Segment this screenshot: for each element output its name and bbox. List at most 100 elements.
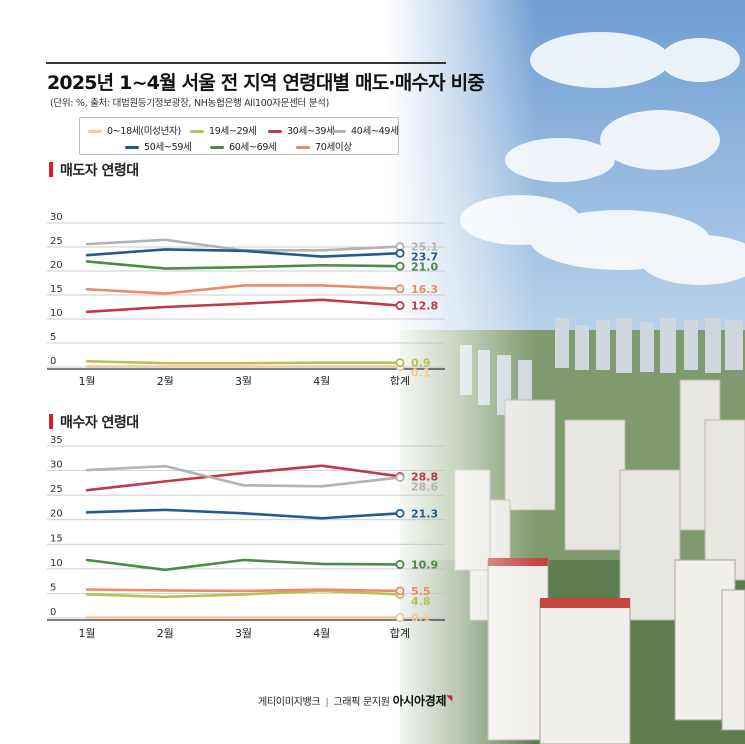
page-title: 2025년 1~4월 서울 전 지역 연령대별 매도·매수자 비중	[47, 72, 485, 94]
end-value-label: 23.7	[411, 251, 438, 264]
end-point-marker	[395, 472, 405, 482]
y-tick-label: 10	[50, 558, 63, 569]
series-line	[85, 508, 402, 520]
legend-label: 60세~69세	[229, 142, 277, 153]
y-tick-label: 0	[50, 356, 56, 367]
series-line	[85, 260, 402, 270]
end-point-marker	[395, 301, 405, 311]
legend-item: 70세이상	[296, 139, 352, 153]
end-point-marker	[395, 613, 405, 623]
end-value-label: 16.3	[411, 283, 438, 296]
end-point-marker	[395, 586, 405, 596]
end-value-label: 0.9	[411, 357, 431, 370]
end-value-label: 25.1	[411, 241, 438, 254]
x-tick-label: 4월	[313, 627, 330, 640]
end-point-marker	[395, 508, 405, 518]
brand-logo-text: 아시아경제	[392, 694, 447, 708]
series-line	[85, 284, 402, 295]
buyer-chart-title: 매수자 연령대	[49, 412, 139, 432]
x-tick-label: 2월	[157, 627, 174, 640]
end-value-label: 21.3	[411, 507, 438, 520]
series-line	[85, 588, 402, 593]
end-value-label: 5.5	[411, 585, 431, 598]
series-line	[85, 558, 402, 572]
x-tick-label: 합계	[390, 375, 410, 385]
legend-item: 0~18세(미성년자)	[88, 123, 181, 137]
y-tick-label: 5	[50, 582, 56, 593]
legend-label: 30세~39세	[287, 126, 335, 137]
y-tick-label: 35	[50, 435, 63, 446]
x-tick-label: 1월	[78, 375, 95, 385]
x-tick-label: 2월	[157, 375, 174, 385]
series-line	[85, 589, 402, 599]
end-value-label: 28.8	[411, 470, 438, 483]
legend-label: 40세~49세	[351, 126, 399, 137]
legend-item: 60세~69세	[210, 139, 277, 153]
legend-swatch	[125, 146, 139, 149]
credit-graphic: 그래픽 문지원	[333, 697, 390, 708]
x-tick-label: 4월	[313, 375, 330, 385]
legend-swatch	[210, 146, 224, 149]
legend: 0~18세(미성년자) 19세~29세 30세~39세 40세~49세 50세~…	[79, 117, 399, 155]
legend-swatch	[296, 146, 310, 149]
section-marker	[49, 162, 53, 177]
legend-swatch	[332, 130, 346, 133]
end-value-label: 10.9	[411, 558, 438, 571]
y-tick-label: 20	[50, 260, 63, 271]
x-tick-label: 합계	[390, 627, 410, 640]
series-line	[85, 238, 402, 252]
y-tick-label: 10	[50, 308, 63, 319]
series-line	[85, 248, 402, 258]
legend-swatch	[190, 130, 204, 133]
y-tick-label: 15	[50, 533, 63, 544]
legend-item: 30세~39세	[268, 123, 335, 137]
legend-label: 50세~59세	[144, 142, 192, 153]
y-tick-label: 15	[50, 284, 63, 295]
brand-mark-icon: ◥	[446, 693, 453, 703]
title-rule	[46, 62, 446, 64]
buyer-age-chart: 35 30 25 20 15 10 5 0 1월 2월 3월 4월 합계0.1 4.8 28.828.6 21…	[47, 435, 445, 640]
end-point-marker	[395, 261, 405, 271]
subtitle: (단위: %, 출처: 대법원등기정보광장, NH농협은행 All100자문센터…	[50, 98, 329, 109]
end-point-marker	[395, 248, 405, 258]
legend-item: 19세~29세	[190, 123, 257, 137]
legend-label: 0~18세(미성년자)	[107, 126, 181, 137]
credit-separator: |	[325, 697, 329, 708]
legend-swatch	[268, 130, 282, 133]
legend-item: 40세~49세	[332, 123, 399, 137]
series-line	[85, 359, 402, 365]
legend-label: 19세~29세	[209, 126, 257, 137]
section-marker	[49, 414, 53, 429]
buyer-chart-title-text: 매수자 연령대	[60, 415, 139, 431]
seller-chart-title: 매도자 연령대	[49, 160, 139, 180]
seller-chart-title-text: 매도자 연령대	[60, 163, 139, 179]
legend-item: 50세~59세	[125, 139, 192, 153]
x-tick-label: 1월	[78, 627, 95, 640]
end-value-label: 4.8	[411, 595, 431, 608]
end-value-label: 21.0	[411, 261, 438, 274]
end-value-label: 12.8	[411, 300, 438, 313]
end-point-marker	[395, 284, 405, 294]
series-line	[85, 464, 402, 488]
end-point-marker	[395, 559, 405, 569]
end-point-marker	[395, 358, 405, 368]
series-line	[85, 298, 402, 314]
x-tick-label: 3월	[235, 627, 252, 640]
y-tick-label: 0	[50, 607, 56, 618]
y-tick-label: 5	[50, 332, 56, 343]
legend-swatch	[88, 130, 102, 133]
end-value-label: 28.6	[411, 480, 438, 493]
end-value-label: 0.1	[411, 612, 431, 625]
y-tick-label: 25	[50, 484, 63, 495]
y-tick-label: 20	[50, 509, 63, 520]
x-tick-label: 3월	[235, 375, 252, 385]
series-line	[85, 464, 402, 492]
seller-age-chart: 30 25 20 15 10 5 0 1월 2월 3월 4월 합계0.10.9 12.8 25.123.7…	[47, 212, 445, 385]
y-tick-label: 30	[50, 212, 63, 223]
credit-line: 게티이미지뱅크 | 그래픽 문지원 아시아경제◥	[258, 692, 452, 709]
y-tick-label: 30	[50, 460, 63, 471]
credit-image: 게티이미지뱅크	[258, 697, 321, 708]
legend-label: 70세이상	[315, 142, 352, 153]
end-value-label: 0.1	[411, 367, 431, 380]
y-tick-label: 25	[50, 236, 63, 247]
